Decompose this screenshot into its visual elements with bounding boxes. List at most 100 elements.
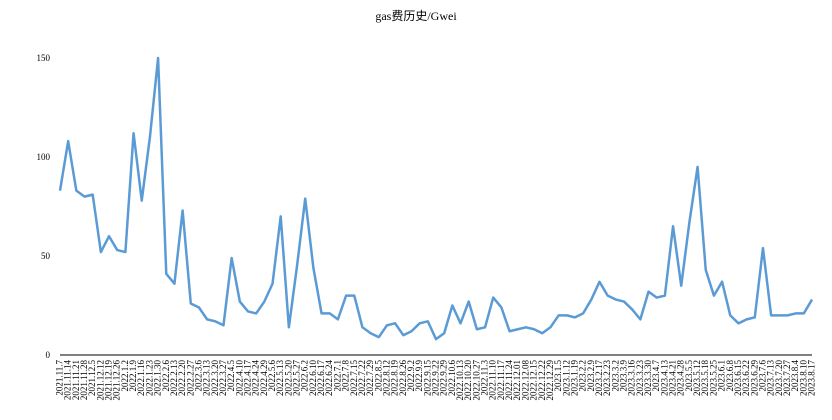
x-tick-label: 2023.2.23 (602, 360, 612, 397)
x-tick-label: 2022.10.27 (471, 360, 481, 401)
x-tick-label: 2023.4.21 (668, 360, 678, 396)
x-tick-label: 2022.1.2 (120, 360, 130, 392)
x-tick-label: 2022.12.29 (545, 360, 555, 401)
x-tick-label: 2022.1.23 (144, 360, 154, 397)
x-tick-label: 2022.7.29 (365, 360, 375, 397)
x-tick-label: 2023.4.13 (659, 360, 669, 397)
x-tick-label: 2022.2.13 (169, 360, 179, 397)
x-tick-label: 2021.11.7 (55, 360, 65, 396)
x-tick-label: 2022.4.10 (234, 360, 244, 397)
x-tick-label: 2022.5.27 (292, 360, 302, 397)
x-tick-label: 2023.7.13 (766, 360, 776, 397)
x-tick-label: 2023.2.2 (578, 360, 588, 392)
x-tick-label: 2021.12.19 (104, 360, 114, 401)
x-tick-label: 2022.5.13 (275, 360, 285, 397)
x-tick-label: 2022.8.5 (373, 360, 383, 392)
x-tick-label: 2023.7.27 (782, 360, 792, 397)
x-tick-label: 2022.8.19 (390, 360, 400, 397)
line (58, 56, 814, 341)
x-tick-label: 2022.6.2 (300, 360, 310, 392)
y-tick-label: 50 (41, 251, 51, 261)
x-tick-label: 2023.2.17 (594, 360, 604, 397)
x-tick-label: 2023.5.5 (684, 360, 694, 392)
x-tick-label: 2023.4.28 (676, 360, 686, 397)
x-tick-label: 2021.11.28 (79, 360, 89, 401)
x-tick-label: 2022.12.08 (520, 360, 530, 401)
x-tick-label: 2022.4.5 (226, 360, 236, 392)
x-tick-label: 2023.3.16 (627, 360, 637, 397)
x-tick-label: 2022.1.30 (153, 360, 163, 397)
x-tick-label: 2023.6.29 (749, 360, 759, 397)
x-tick-label: 2023.3.23 (635, 360, 645, 397)
x-tick-label: 2022.9.29 (439, 360, 449, 397)
x-tick-label: 2022.9.22 (431, 360, 441, 396)
chart-title: gas费历史/Gwei (375, 9, 457, 23)
x-tick-label: 2023.3.2 (610, 360, 620, 392)
x-tick-label: 2022.7.15 (349, 360, 359, 397)
x-tick-label: 2022.6.17 (316, 360, 326, 397)
x-tick-label: 2022.3.6 (193, 360, 203, 392)
x-tick-label: 2023.5.12 (692, 360, 702, 396)
x-tick-label: 2022.2.27 (185, 360, 195, 397)
x-tick-label: 2022.10.13 (455, 360, 465, 401)
x-tick-label: 2023.1.12 (561, 360, 571, 396)
y-tick-label: 150 (37, 53, 51, 63)
x-tick-label: 2023.3.9 (619, 360, 629, 392)
x-tick-label: 2022.2.20 (177, 360, 187, 397)
x-tick-label: 2022.11.10 (488, 360, 498, 401)
x-tick-label: 2022.10.20 (463, 360, 473, 401)
x-tick-label: 2023.6.8 (725, 360, 735, 392)
x-tick-label: 2023.6.22 (741, 360, 751, 396)
y-tick-label: 0 (46, 350, 51, 360)
x-tick-label: 2023.7.20 (774, 360, 784, 397)
x-tick-label: 2023.6.15 (733, 360, 743, 397)
x-tick-label: 2021.11.14 (63, 360, 73, 401)
x-tick-label: 2023.1.5 (553, 360, 563, 392)
x-tick-label: 2022.1.16 (136, 360, 146, 397)
x-tick-label: 2022.9.2 (406, 360, 416, 392)
x-tick-label: 2022.7.1 (332, 360, 342, 392)
x-tick-label: 2022.9.15 (422, 360, 432, 397)
x-tick-label: 2021.12.12 (95, 360, 105, 401)
x-tick-label: 2022.4.17 (243, 360, 253, 397)
x-tick-label: 2022.1.9 (128, 360, 138, 392)
x-tick-label: 2022.11.24 (504, 360, 514, 401)
x-tick-label: 2022.5.20 (283, 360, 293, 397)
x-tick-label: 2022.12.01 (512, 360, 522, 401)
x-tick-label: 2022.4.29 (259, 360, 269, 397)
x-tick-label: 2021.12.26 (112, 360, 122, 401)
x-tick-label: 2023.6.1 (717, 360, 727, 392)
x-tick-label: 2023.3.30 (643, 360, 653, 397)
x-tick-label: 2021.11.21 (71, 360, 81, 400)
x-tick-label: 2023.5.18 (700, 360, 710, 397)
x-tick-label: 2022.8.12 (381, 360, 391, 396)
x-tick-label: 2022.3.20 (210, 360, 220, 397)
x-tick-label: 2023.4.7 (651, 360, 661, 392)
x-tick-label: 2022.2.6 (161, 360, 171, 392)
x-tick-label: 2022.5.6 (267, 360, 277, 392)
x-tick-label: 2022.8.26 (398, 360, 408, 397)
x-tick-label: 2023.8.17 (807, 360, 817, 397)
x-tick-label: 2022.12.15 (529, 360, 539, 401)
x-tick-label: 2022.6.24 (324, 360, 334, 397)
x-tick-label: 2022.3.27 (218, 360, 228, 397)
x-tick-label: 2022.10.6 (447, 360, 457, 397)
x-tick-label: 2022.4.24 (251, 360, 261, 397)
x-tick-label: 2023.2.9 (586, 360, 596, 392)
x-tick-label: 2022.7.22 (357, 360, 367, 396)
x-tick-label: 2023.8.4 (790, 360, 800, 392)
x-tick-label: 2023.1.19 (569, 360, 579, 397)
x-tick-label: 2023.8.10 (798, 360, 808, 397)
x-tick-label: 2023.5.25 (708, 360, 718, 397)
x-tick-label: 2022.12.22 (537, 360, 547, 401)
x-tick-label: 2022.7.8 (341, 360, 351, 392)
x-tick-label: 2022.11.17 (496, 360, 506, 401)
x-tick-label: 2021.12.5 (87, 360, 97, 397)
x-tick-label: 2022.6.10 (308, 360, 318, 397)
x-tick-label: 2022.9.9 (414, 360, 424, 392)
x-tick-label: 2022.11.3 (480, 360, 490, 396)
y-tick-label: 100 (37, 152, 51, 162)
x-tick-label: 2023.7.6 (757, 360, 767, 392)
x-tick-label: 2022.3.13 (202, 360, 212, 397)
